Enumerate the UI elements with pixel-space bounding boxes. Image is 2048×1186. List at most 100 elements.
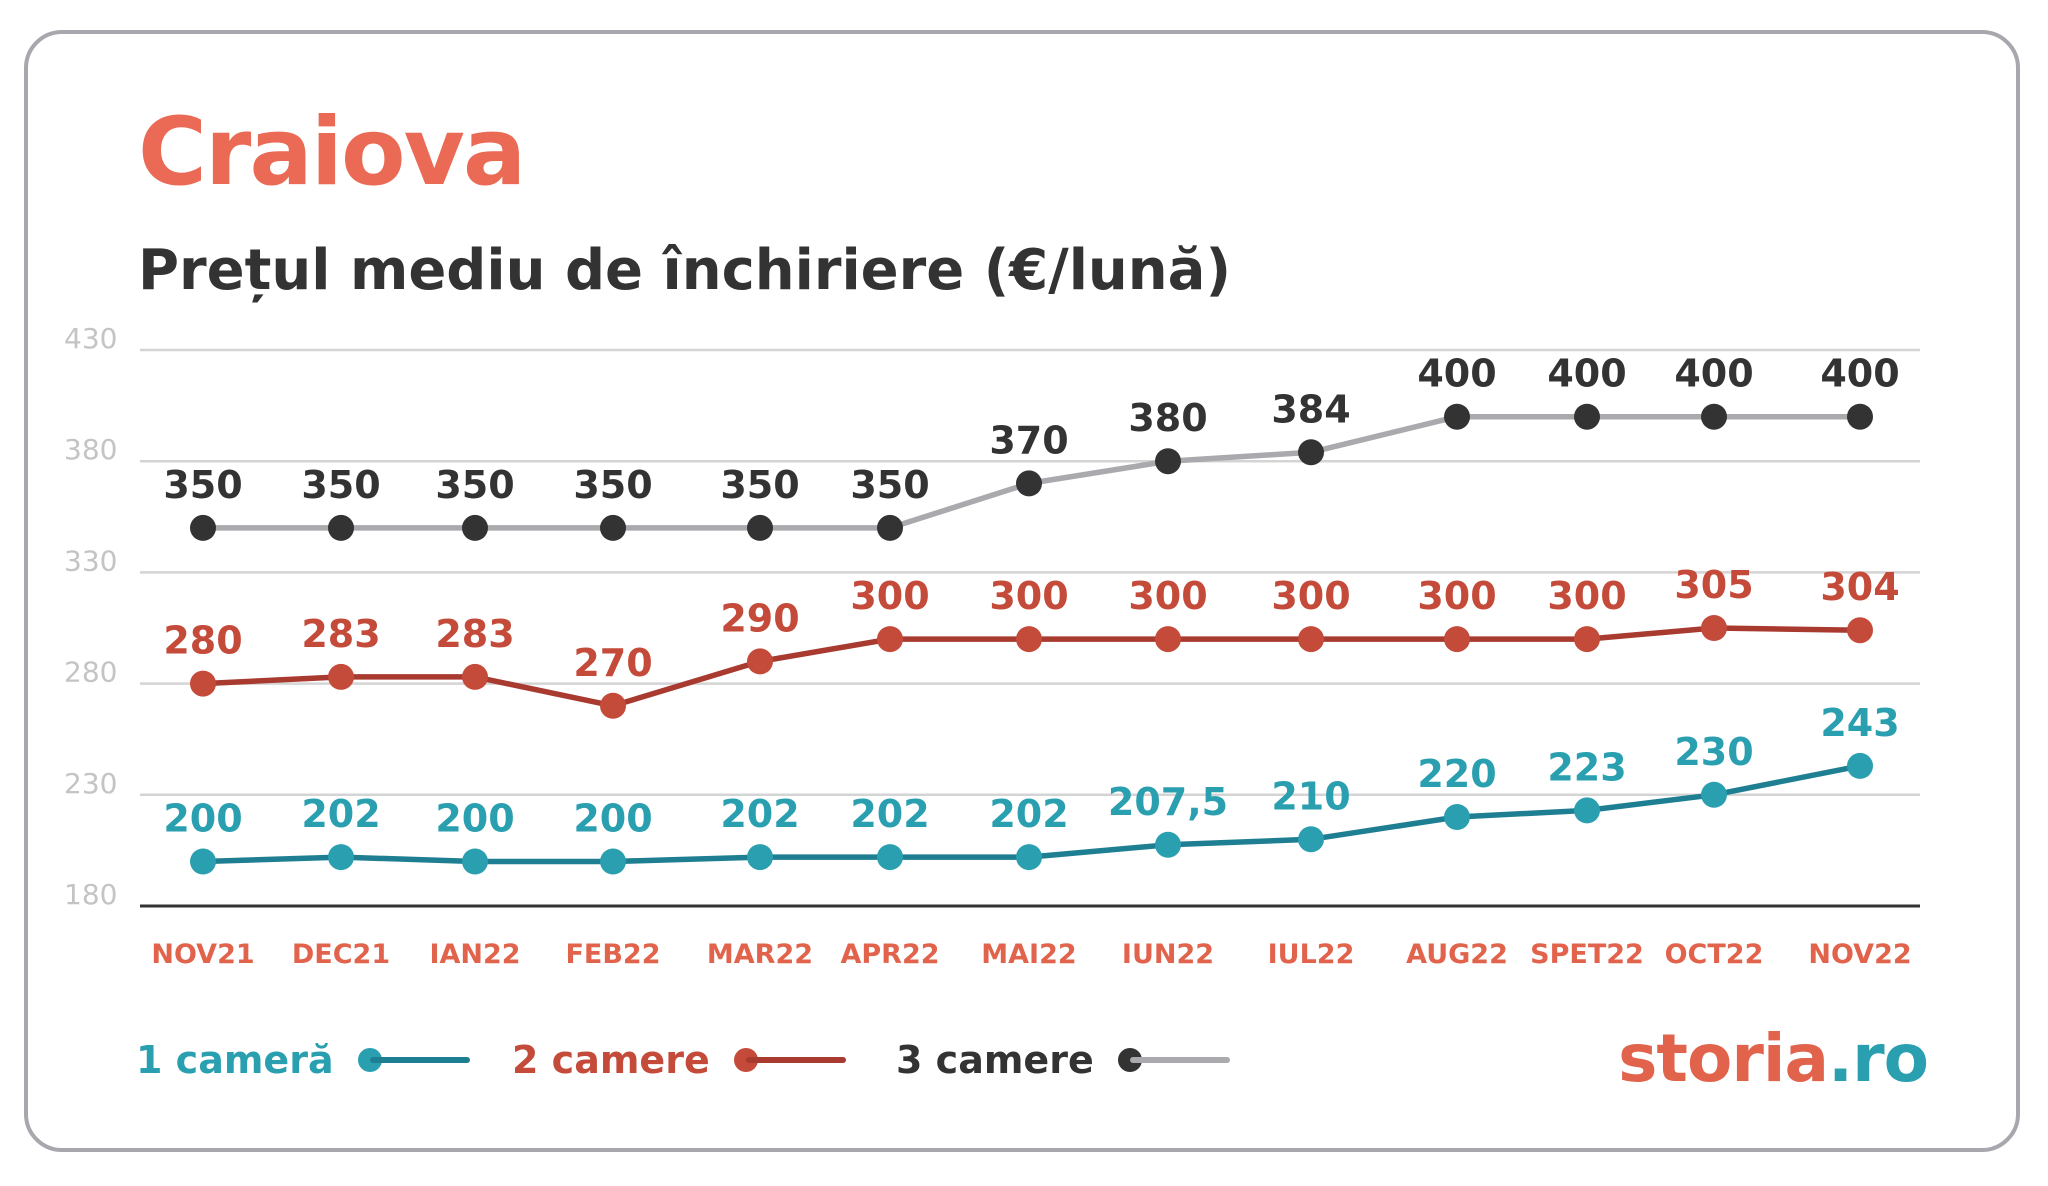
x-tick-label-iun22: IUN22 xyxy=(1122,939,1214,970)
data-label-3-camere-dec21: 350 xyxy=(301,463,380,507)
data-label-2-camere-feb22: 270 xyxy=(573,641,652,685)
data-label-3-camere-spet22: 400 xyxy=(1547,352,1626,396)
data-label-2-camere-mar22: 290 xyxy=(720,596,799,640)
legend-swatch-3-camere xyxy=(1117,1040,1238,1080)
data-point-2-camere-nov21 xyxy=(190,670,216,697)
x-tick-label-iul22: IUL22 xyxy=(1268,939,1355,970)
data-point-3-camere-nov22 xyxy=(1847,403,1873,430)
data-label-2-camere-iul22: 300 xyxy=(1271,574,1350,618)
data-point-1-camera-nov22 xyxy=(1847,752,1873,779)
data-point-1-camera-ian22 xyxy=(462,848,488,875)
data-point-3-camere-oct22 xyxy=(1701,403,1727,430)
data-label-2-camere-dec21: 283 xyxy=(301,612,380,656)
data-point-2-camere-ian22 xyxy=(462,663,488,690)
data-label-1-camera-ian22: 200 xyxy=(435,797,514,841)
chart-title: Craiova xyxy=(138,98,526,207)
data-point-1-camera-mai22 xyxy=(1016,844,1042,871)
data-point-1-camera-iul22 xyxy=(1298,826,1324,853)
x-tick-label-apr22: APR22 xyxy=(840,939,939,970)
data-point-1-camera-dec21 xyxy=(328,844,354,871)
chart-subtitle: Prețul mediu de închiriere (€/lună) xyxy=(138,238,1232,303)
data-point-2-camere-mar22 xyxy=(747,648,773,675)
data-point-1-camera-oct22 xyxy=(1701,781,1727,808)
x-tick-label-nov22: NOV22 xyxy=(1808,939,1911,970)
data-label-3-camere-oct22: 400 xyxy=(1674,352,1753,396)
x-tick-label-spet22: SPET22 xyxy=(1530,939,1644,970)
data-point-2-camere-oct22 xyxy=(1701,615,1727,641)
x-tick-label-nov21: NOV21 xyxy=(151,939,254,970)
data-label-3-camere-iun22: 380 xyxy=(1128,396,1207,440)
data-label-1-camera-aug22: 220 xyxy=(1417,752,1496,796)
data-point-1-camera-mar22 xyxy=(747,844,773,871)
data-point-3-camere-spet22 xyxy=(1574,403,1600,430)
data-label-1-camera-feb22: 200 xyxy=(573,797,652,841)
data-point-1-camera-spet22 xyxy=(1574,797,1600,824)
data-label-3-camere-aug22: 400 xyxy=(1417,352,1496,396)
data-point-1-camera-iun22 xyxy=(1155,831,1181,858)
data-point-3-camere-aug22 xyxy=(1444,403,1470,430)
y-tick-label-180: 180 xyxy=(64,878,117,911)
data-point-1-camera-nov21 xyxy=(190,848,216,875)
data-label-1-camera-nov21: 200 xyxy=(163,797,242,841)
data-point-2-camere-apr22 xyxy=(877,626,903,653)
data-point-3-camere-nov21 xyxy=(190,514,216,541)
storia-logo: storia.ro xyxy=(1618,1020,1929,1097)
data-point-2-camere-feb22 xyxy=(600,692,626,719)
x-tick-label-ian22: IAN22 xyxy=(429,939,520,970)
data-point-2-camere-iun22 xyxy=(1155,626,1181,653)
legend-label-3-camere: 3 camere xyxy=(896,1038,1094,1082)
data-label-2-camere-iun22: 300 xyxy=(1128,574,1207,618)
data-label-1-camera-iun22: 207,5 xyxy=(1108,780,1228,824)
legend-swatch-1-camera xyxy=(357,1040,478,1080)
x-tick-label-oct22: OCT22 xyxy=(1665,939,1764,970)
data-point-3-camere-mai22 xyxy=(1016,470,1042,497)
data-label-2-camere-mai22: 300 xyxy=(989,574,1068,618)
data-label-3-camere-feb22: 350 xyxy=(573,463,652,507)
data-label-3-camere-mar22: 350 xyxy=(720,463,799,507)
legend-label-2-camere: 2 camere xyxy=(512,1038,710,1082)
legend-item-3-camere: 3 camere xyxy=(896,1030,1238,1090)
data-point-1-camera-feb22 xyxy=(600,848,626,875)
data-label-3-camere-mai22: 370 xyxy=(989,418,1068,462)
x-tick-label-mai22: MAI22 xyxy=(981,939,1076,970)
legend-item-1-camera: 1 cameră xyxy=(136,1030,478,1090)
data-label-1-camera-oct22: 230 xyxy=(1674,730,1753,774)
data-label-2-camere-aug22: 300 xyxy=(1417,574,1496,618)
logo-tld-text: .ro xyxy=(1828,1020,1929,1097)
data-label-2-camere-nov21: 280 xyxy=(163,619,242,663)
data-point-2-camere-nov22 xyxy=(1847,617,1873,644)
legend-swatch-2-camere xyxy=(733,1040,854,1080)
data-label-2-camere-spet22: 300 xyxy=(1547,574,1626,618)
data-label-1-camera-mar22: 202 xyxy=(720,792,799,836)
data-point-3-camere-apr22 xyxy=(877,514,903,541)
data-label-1-camera-dec21: 202 xyxy=(301,792,380,836)
data-label-3-camere-apr22: 350 xyxy=(850,463,929,507)
data-point-3-camere-mar22 xyxy=(747,514,773,541)
x-tick-label-dec21: DEC21 xyxy=(292,939,390,970)
data-label-2-camere-apr22: 300 xyxy=(850,574,929,618)
data-point-3-camere-dec21 xyxy=(328,514,354,541)
data-point-2-camere-spet22 xyxy=(1574,626,1600,653)
y-tick-label-330: 330 xyxy=(64,544,117,577)
y-tick-label-280: 280 xyxy=(64,656,117,689)
data-label-3-camere-iul22: 384 xyxy=(1271,387,1350,431)
data-label-1-camera-mai22: 202 xyxy=(989,792,1068,836)
data-label-1-camera-nov22: 243 xyxy=(1820,701,1899,745)
data-point-3-camere-ian22 xyxy=(462,514,488,541)
y-tick-label-430: 430 xyxy=(64,322,117,355)
data-point-3-camere-feb22 xyxy=(600,514,626,541)
data-point-3-camere-iul22 xyxy=(1298,439,1324,466)
legend-item-2-camere: 2 camere xyxy=(512,1030,854,1090)
data-point-2-camere-aug22 xyxy=(1444,626,1470,653)
data-point-3-camere-iun22 xyxy=(1155,448,1181,475)
data-point-1-camera-aug22 xyxy=(1444,804,1470,830)
chart-card xyxy=(24,30,2020,1152)
y-tick-label-380: 380 xyxy=(64,433,117,466)
data-label-2-camere-oct22: 305 xyxy=(1674,563,1753,607)
data-label-3-camere-nov21: 350 xyxy=(163,463,242,507)
data-label-1-camera-iul22: 210 xyxy=(1271,774,1350,818)
legend-label-1-camera: 1 cameră xyxy=(136,1038,334,1082)
x-tick-label-feb22: FEB22 xyxy=(565,939,660,970)
y-tick-label-230: 230 xyxy=(64,767,117,800)
